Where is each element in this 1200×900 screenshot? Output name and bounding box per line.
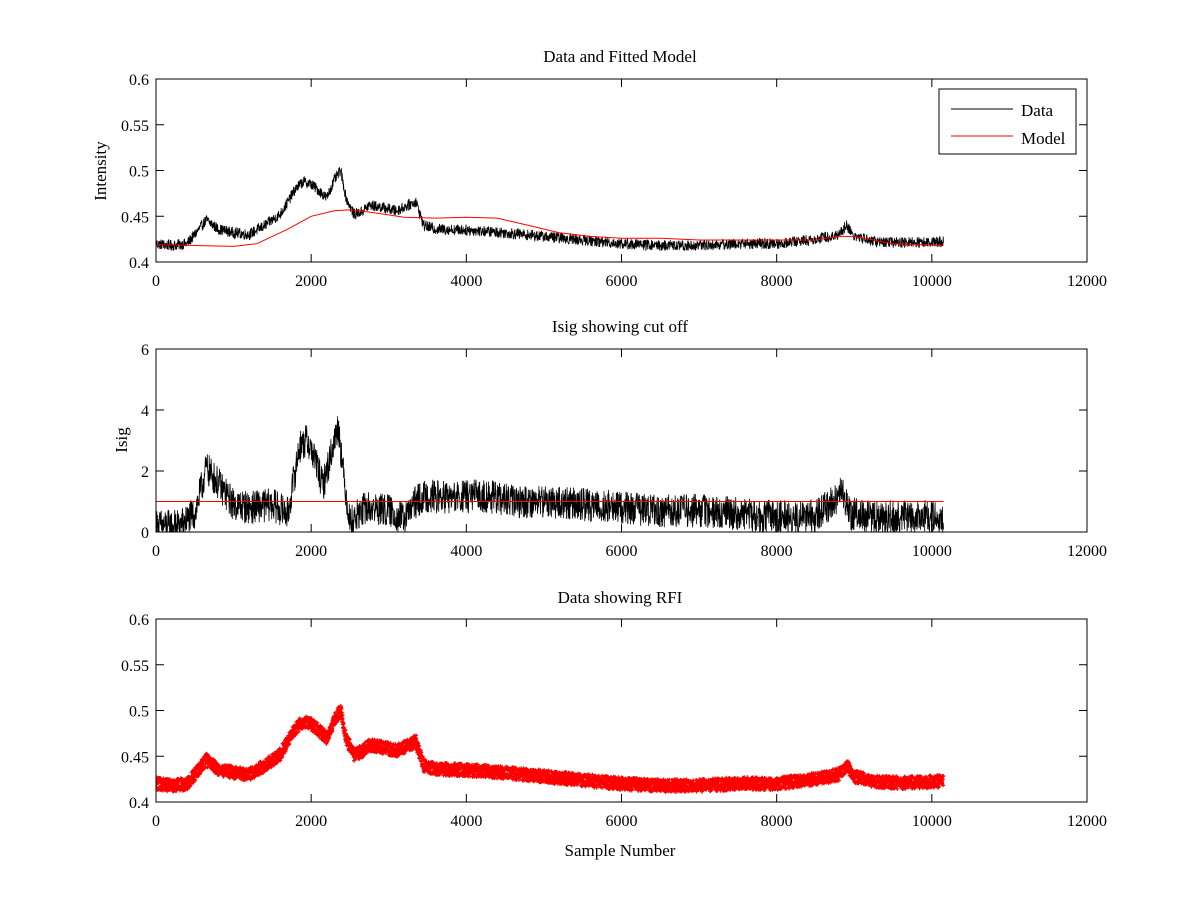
subplot-1-ytick-label: 0.6 (129, 72, 149, 89)
subplot-1-series-layer (156, 166, 944, 252)
subplot-3-ytick-label: 0.4 (129, 795, 149, 812)
subplot-data-and-fitted-model: Data and Fitted Model Intensity 0 2000 400… (91, 47, 1107, 290)
subplot-3-xtick-label: 10000 (912, 813, 952, 830)
subplot-3-xtick-label: 12000 (1067, 813, 1107, 830)
subplot-2-title: Isig showing cut off (552, 317, 688, 336)
subplot-3-axes: 0 2000 4000 6000 8000 10000 12000 0.4 0.45 0.5 0.5… (121, 612, 1107, 830)
subplot-3-xlabel: Sample Number (565, 841, 676, 860)
legend[interactable]: Data Model (938, 88, 1077, 155)
subplot-2-ylabel: Isig (112, 427, 131, 453)
subplot-2-series-layer (156, 416, 944, 532)
subplot-1-xtick-label: 6000 (606, 273, 638, 290)
subplot-1-ytick-label: 0.5 (129, 164, 149, 181)
subplot-3-xtick-label: 0 (152, 813, 160, 830)
subplot-2-xtick-label: 2000 (295, 543, 327, 560)
subplot-3-ytick-label: 0.5 (129, 704, 149, 721)
subplot-1-ytick-label: 0.55 (121, 118, 149, 135)
subplot-3-xtick-label: 4000 (450, 813, 482, 830)
subplot-2-xtick-label: 12000 (1067, 543, 1107, 560)
subplot-3-title: Data showing RFI (558, 588, 683, 607)
subplot-2-ytick-label: 2 (141, 464, 149, 481)
subplot-1-xtick-label: 4000 (450, 273, 482, 290)
subplot-2-ytick-label: 0 (141, 525, 149, 542)
subplot-2-xtick-label: 6000 (606, 543, 638, 560)
subplot-3-xtick-label: 6000 (606, 813, 638, 830)
subplot-1-title: Data and Fitted Model (543, 47, 697, 66)
subplot-1-ylabel: Intensity (91, 141, 110, 201)
subplot-3-xtick-label: 8000 (761, 813, 793, 830)
subplot-1-xtick-label: 8000 (761, 273, 793, 290)
subplot-2-series-1-line (156, 416, 944, 532)
subplot-2-ytick-label: 6 (141, 342, 149, 359)
subplot-1-xtick-label: 0 (152, 273, 160, 290)
subplot-3-xtick-label: 2000 (295, 813, 327, 830)
subplot-1-xtick-label: 10000 (912, 273, 952, 290)
subplot-1-xtick-label: 12000 (1067, 273, 1107, 290)
subplot-1-xtick-label: 2000 (295, 273, 327, 290)
subplot-isig-showing-cut-off: Isig showing cut off Isig 0 2000 4000 6000 8… (112, 317, 1107, 560)
subplot-3-ytick-label: 0.55 (121, 658, 149, 675)
subplot-2-xtick-label: 8000 (761, 543, 793, 560)
subplot-1-axes: 0 2000 4000 6000 8000 10000 12000 0.4 0.45 0.5 0.5… (121, 72, 1107, 290)
subplot-data-showing-rfi: Data showing RFI Sample Number 0 2000 4000… (121, 588, 1107, 860)
subplot-1-ytick-label: 0.45 (121, 209, 149, 226)
subplot-1-data-line (156, 166, 944, 252)
subplot-2-xtick-label: 10000 (912, 543, 952, 560)
subplot-1-ytick-label: 0.4 (129, 255, 149, 272)
legend-label-data: Data (1021, 101, 1054, 120)
subplot-3-ytick-label: 0.45 (121, 749, 149, 766)
subplot-1-model-line (156, 209, 944, 247)
subplot-2-ytick-label: 4 (141, 403, 149, 420)
subplot-2-xtick-label: 4000 (450, 543, 482, 560)
subplot-2-xtick-label: 0 (152, 543, 160, 560)
subplot-3-ytick-label: 0.6 (129, 612, 149, 629)
legend-label-model: Model (1021, 129, 1066, 148)
subplot-2-axes: 0 2000 4000 6000 8000 10000 12000 0 2 4 6 (141, 342, 1107, 560)
legend-box (938, 88, 1077, 155)
